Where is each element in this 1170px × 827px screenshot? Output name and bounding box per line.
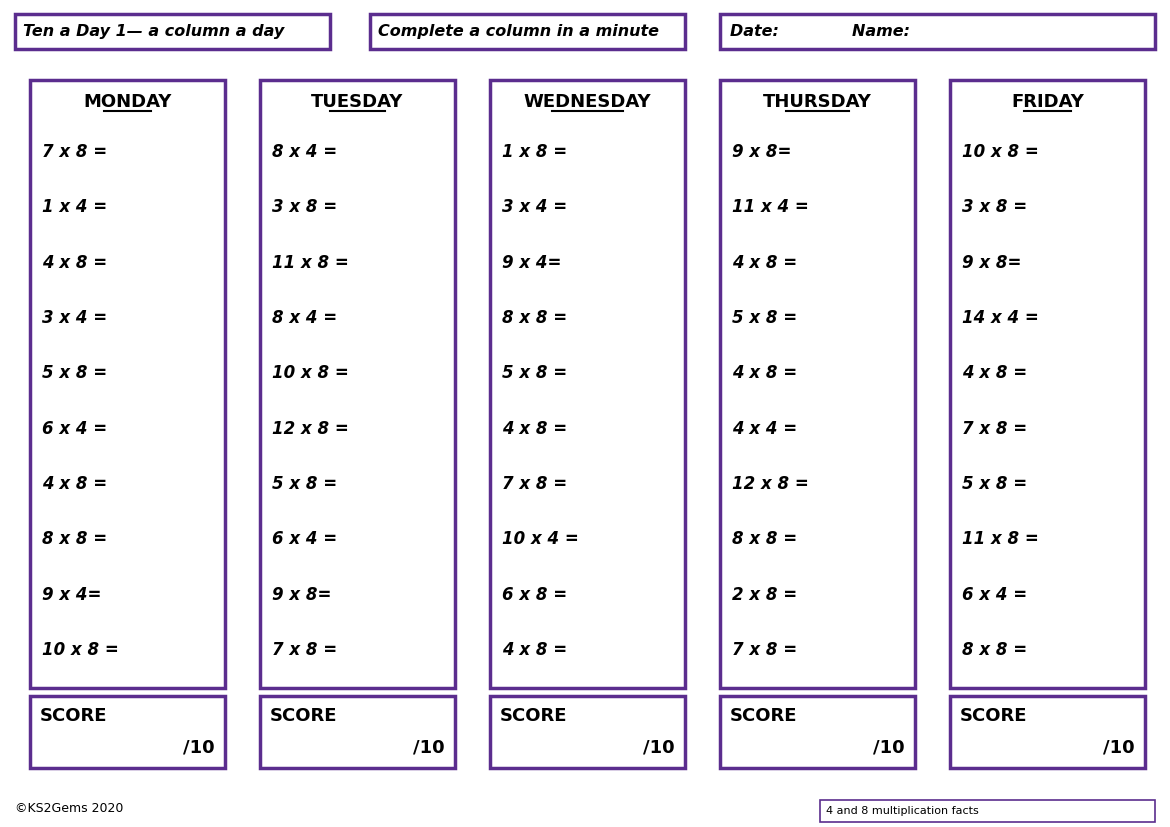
- Text: Date:             Name:: Date: Name:: [730, 24, 910, 39]
- Text: 7 x 8 =: 7 x 8 =: [271, 641, 337, 659]
- Text: 6 x 8 =: 6 x 8 =: [502, 586, 567, 604]
- Text: 4 x 8 =: 4 x 8 =: [42, 254, 108, 271]
- Text: 4 x 8 =: 4 x 8 =: [42, 475, 108, 493]
- Text: 14 x 4 =: 14 x 4 =: [962, 309, 1039, 327]
- Text: 9 x 8=: 9 x 8=: [271, 586, 331, 604]
- FancyBboxPatch shape: [820, 800, 1155, 822]
- FancyBboxPatch shape: [15, 14, 330, 49]
- Text: /10: /10: [644, 739, 675, 757]
- Text: 6 x 4 =: 6 x 4 =: [271, 530, 337, 548]
- Text: 4 x 8 =: 4 x 8 =: [962, 365, 1027, 382]
- Text: 1 x 4 =: 1 x 4 =: [42, 198, 108, 216]
- Text: 8 x 8 =: 8 x 8 =: [962, 641, 1027, 659]
- Text: 8 x 8 =: 8 x 8 =: [42, 530, 108, 548]
- FancyBboxPatch shape: [720, 696, 915, 768]
- Text: 1 x 8 =: 1 x 8 =: [502, 143, 567, 160]
- Text: 9 x 8=: 9 x 8=: [732, 143, 791, 160]
- Text: 8 x 4 =: 8 x 4 =: [271, 143, 337, 160]
- Text: 3 x 8 =: 3 x 8 =: [271, 198, 337, 216]
- Text: 9 x 4=: 9 x 4=: [502, 254, 562, 271]
- Text: SCORE: SCORE: [961, 707, 1027, 725]
- Text: SCORE: SCORE: [270, 707, 337, 725]
- FancyBboxPatch shape: [30, 696, 225, 768]
- Text: WEDNESDAY: WEDNESDAY: [524, 93, 652, 111]
- FancyBboxPatch shape: [370, 14, 684, 49]
- Text: 4 x 8 =: 4 x 8 =: [502, 419, 567, 437]
- Text: /10: /10: [1103, 739, 1135, 757]
- Text: /10: /10: [184, 739, 215, 757]
- Text: 3 x 4 =: 3 x 4 =: [42, 309, 108, 327]
- Text: 8 x 8 =: 8 x 8 =: [502, 309, 567, 327]
- Text: 5 x 8 =: 5 x 8 =: [42, 365, 108, 382]
- FancyBboxPatch shape: [490, 696, 684, 768]
- Text: 3 x 4 =: 3 x 4 =: [502, 198, 567, 216]
- Text: 11 x 8 =: 11 x 8 =: [962, 530, 1039, 548]
- Text: 10 x 4 =: 10 x 4 =: [502, 530, 579, 548]
- Text: 4 x 4 =: 4 x 4 =: [732, 419, 797, 437]
- Text: FRIDAY: FRIDAY: [1011, 93, 1083, 111]
- Text: /10: /10: [873, 739, 906, 757]
- Text: MONDAY: MONDAY: [83, 93, 172, 111]
- Text: 4 x 8 =: 4 x 8 =: [732, 254, 797, 271]
- Text: 5 x 8 =: 5 x 8 =: [502, 365, 567, 382]
- Text: 6 x 4 =: 6 x 4 =: [42, 419, 108, 437]
- FancyBboxPatch shape: [950, 696, 1145, 768]
- Text: SCORE: SCORE: [40, 707, 108, 725]
- Text: 7 x 8 =: 7 x 8 =: [42, 143, 108, 160]
- Text: 5 x 8 =: 5 x 8 =: [271, 475, 337, 493]
- Text: 11 x 8 =: 11 x 8 =: [271, 254, 349, 271]
- Text: 12 x 8 =: 12 x 8 =: [732, 475, 808, 493]
- FancyBboxPatch shape: [490, 80, 684, 688]
- Text: SCORE: SCORE: [500, 707, 567, 725]
- Text: 11 x 4 =: 11 x 4 =: [732, 198, 808, 216]
- Text: SCORE: SCORE: [730, 707, 798, 725]
- Text: 7 x 8 =: 7 x 8 =: [732, 641, 797, 659]
- Text: 6 x 4 =: 6 x 4 =: [962, 586, 1027, 604]
- Text: 4 x 8 =: 4 x 8 =: [502, 641, 567, 659]
- Text: 10 x 8 =: 10 x 8 =: [962, 143, 1039, 160]
- Text: 8 x 4 =: 8 x 4 =: [271, 309, 337, 327]
- Text: TUESDAY: TUESDAY: [311, 93, 404, 111]
- Text: 9 x 8=: 9 x 8=: [962, 254, 1021, 271]
- Text: 4 and 8 multiplication facts: 4 and 8 multiplication facts: [826, 806, 979, 816]
- Text: 10 x 8 =: 10 x 8 =: [42, 641, 118, 659]
- Text: 7 x 8 =: 7 x 8 =: [502, 475, 567, 493]
- FancyBboxPatch shape: [260, 80, 455, 688]
- Text: 4 x 8 =: 4 x 8 =: [732, 365, 797, 382]
- Text: 3 x 8 =: 3 x 8 =: [962, 198, 1027, 216]
- Text: 7 x 8 =: 7 x 8 =: [962, 419, 1027, 437]
- Text: /10: /10: [413, 739, 445, 757]
- FancyBboxPatch shape: [30, 80, 225, 688]
- Text: THURSDAY: THURSDAY: [763, 93, 872, 111]
- Text: Complete a column in a minute: Complete a column in a minute: [378, 24, 659, 39]
- FancyBboxPatch shape: [720, 80, 915, 688]
- Text: 9 x 4=: 9 x 4=: [42, 586, 102, 604]
- Text: ©KS2Gems 2020: ©KS2Gems 2020: [15, 802, 123, 815]
- Text: 5 x 8 =: 5 x 8 =: [962, 475, 1027, 493]
- Text: 8 x 8 =: 8 x 8 =: [732, 530, 797, 548]
- Text: 10 x 8 =: 10 x 8 =: [271, 365, 349, 382]
- Text: 12 x 8 =: 12 x 8 =: [271, 419, 349, 437]
- Text: 2 x 8 =: 2 x 8 =: [732, 586, 797, 604]
- FancyBboxPatch shape: [720, 14, 1155, 49]
- Text: Ten a Day 1— a column a day: Ten a Day 1— a column a day: [23, 24, 284, 39]
- FancyBboxPatch shape: [950, 80, 1145, 688]
- FancyBboxPatch shape: [260, 696, 455, 768]
- Text: 5 x 8 =: 5 x 8 =: [732, 309, 797, 327]
